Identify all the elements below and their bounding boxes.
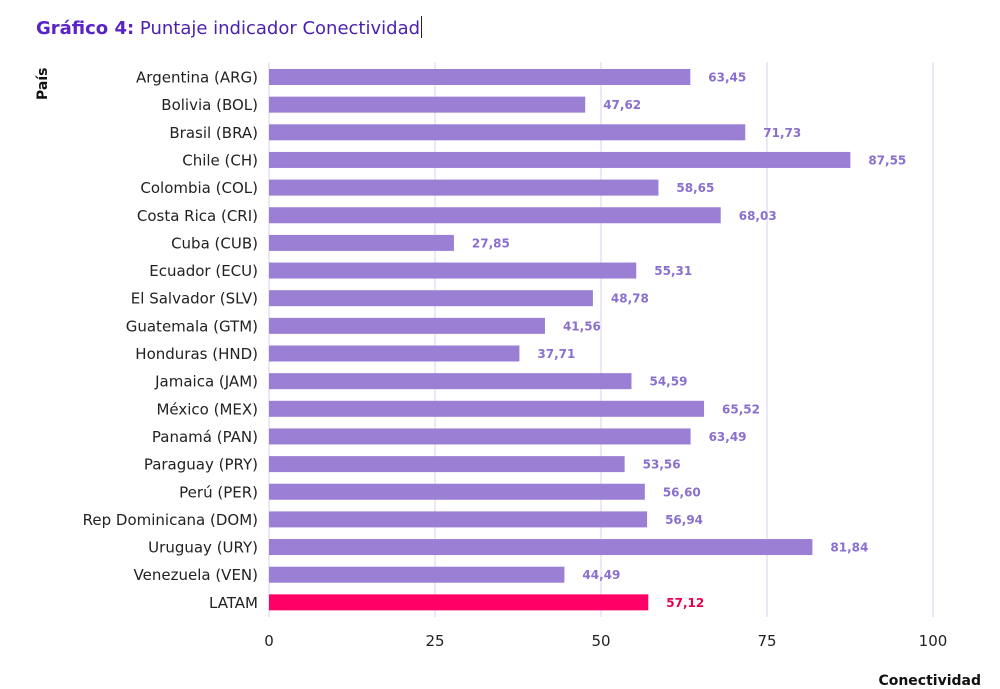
value-label-9: 41,56: [563, 319, 601, 333]
x-tick-label-25: 25: [425, 632, 444, 650]
value-label-8: 48,78: [611, 292, 649, 306]
bar-8: [269, 290, 593, 307]
bar-13: [269, 428, 691, 445]
bar-1: [269, 96, 586, 113]
chart-title-label: Gráfico 4:: [36, 18, 135, 39]
x-tick-label-0: 0: [264, 632, 274, 650]
value-label-18: 44,49: [582, 568, 620, 582]
bar-16: [269, 511, 648, 528]
value-label-4: 58,65: [676, 181, 714, 195]
value-label-0: 63,45: [708, 71, 746, 85]
category-label-16: Rep Dominicana (DOM): [83, 511, 258, 529]
category-label-17: Uruguay (URY): [148, 539, 258, 557]
category-label-2: Brasil (BRA): [169, 124, 258, 142]
chart-title: Gráfico 4: Puntaje indicador Conectivida…: [36, 16, 423, 39]
bar-10: [269, 345, 520, 362]
category-label-10: Honduras (HND): [135, 345, 258, 363]
value-label-15: 56,60: [663, 485, 701, 499]
bar-11: [269, 373, 632, 390]
value-label-11: 54,59: [649, 375, 687, 389]
bar-5: [269, 207, 721, 224]
x-axis-label: Conectividad: [878, 673, 981, 689]
value-label-10: 37,71: [537, 347, 575, 361]
category-label-14: Paraguay (PRY): [144, 456, 258, 474]
category-label-19: LATAM: [209, 594, 258, 612]
x-tick-label-50: 50: [591, 632, 610, 650]
category-label-1: Bolivia (BOL): [161, 96, 258, 114]
y-axis-label: País: [35, 68, 51, 100]
value-label-12: 65,52: [722, 402, 760, 416]
category-label-3: Chile (CH): [182, 151, 258, 169]
category-label-4: Colombia (COL): [140, 179, 258, 197]
category-label-11: Jamaica (JAM): [154, 373, 258, 391]
category-labels: Argentina (ARG) Bolivia (BOL) Brasil (BRA)…: [83, 69, 258, 612]
category-label-15: Perú (PER): [179, 483, 258, 501]
category-label-7: Ecuador (ECU): [149, 262, 258, 280]
bar-4: [269, 179, 659, 196]
gridlines: [268, 62, 934, 617]
bar-15: [269, 483, 645, 500]
bar-14: [269, 456, 625, 473]
category-label-0: Argentina (ARG): [136, 69, 258, 87]
x-axis-ticks: 0 25 50 75 100: [264, 632, 947, 650]
bar-12: [269, 400, 705, 417]
bar-2: [269, 124, 746, 141]
bar-0: [269, 69, 691, 85]
bar-3: [269, 151, 851, 168]
category-label-9: Guatemala (GTM): [126, 317, 258, 335]
category-label-5: Costa Rica (CRI): [137, 207, 258, 225]
category-label-12: México (MEX): [156, 400, 258, 418]
category-label-8: El Salvador (SLV): [131, 290, 258, 308]
value-label-13: 63,49: [709, 430, 747, 444]
value-label-3: 87,55: [868, 153, 906, 167]
value-labels: 63,45 47,62 71,73 87,55 58,65 68,03 27,85 55,31…: [472, 71, 906, 610]
category-label-13: Panamá (PAN): [152, 428, 258, 446]
bar-6: [269, 234, 454, 251]
category-label-18: Venezuela (VEN): [134, 566, 258, 584]
value-label-6: 27,85: [472, 236, 510, 250]
value-label-2: 71,73: [763, 126, 801, 140]
category-label-6: Cuba (CUB): [171, 234, 258, 252]
bar-17: [269, 539, 813, 556]
bar-9: [269, 317, 545, 334]
value-label-5: 68,03: [739, 209, 777, 223]
bar-19: [269, 594, 649, 611]
x-tick-label-100: 100: [919, 632, 948, 650]
value-label-7: 55,31: [654, 264, 692, 278]
bar-18: [269, 566, 565, 583]
x-tick-label-75: 75: [757, 632, 776, 650]
bar-7: [269, 262, 637, 279]
chart-title-text: Puntaje indicador Conectividad: [139, 18, 421, 39]
value-label-1: 47,62: [603, 98, 641, 112]
value-label-16: 56,94: [665, 513, 703, 527]
value-label-17: 81,84: [830, 541, 868, 555]
text-cursor: [421, 16, 423, 38]
value-label-19: 57,12: [666, 596, 704, 610]
bars: [269, 69, 851, 611]
value-label-14: 53,56: [643, 458, 681, 472]
